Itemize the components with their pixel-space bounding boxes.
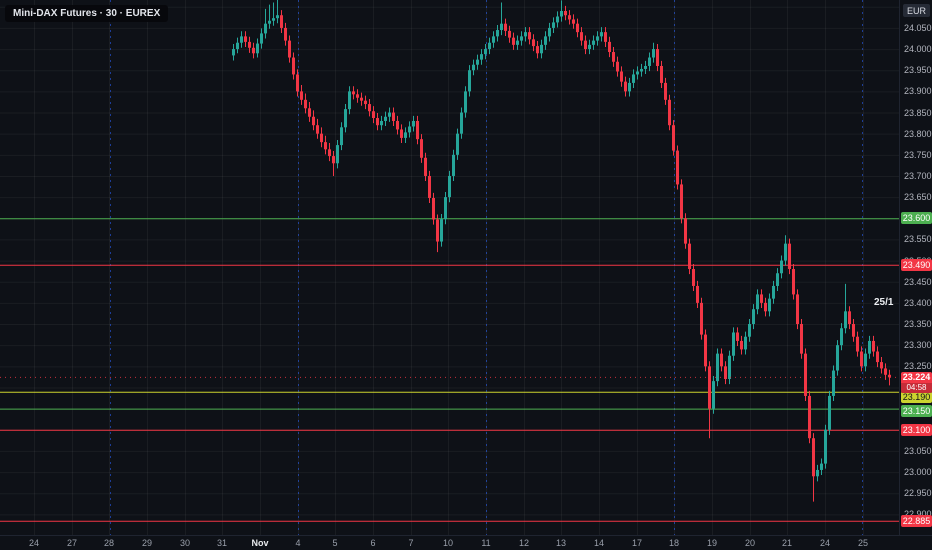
time-axis-label: 18: [668, 538, 680, 548]
price-axis-label: 23.000: [904, 467, 932, 478]
time-axis-label: Nov: [251, 538, 269, 548]
price-level-badge: 23.190: [901, 390, 932, 403]
price-axis-label: 23.700: [904, 170, 932, 181]
price-axis-label: 22.900: [904, 509, 932, 519]
price-level-badge: 23.100: [901, 423, 932, 436]
bar-countdown: 04:58: [901, 383, 932, 394]
time-axis-label: 29: [141, 538, 153, 548]
candlestick-chart[interactable]: [0, 0, 899, 535]
time-axis-label: 4: [295, 538, 301, 548]
price-level-badge: 23.150: [901, 404, 932, 417]
time-axis-label: 13: [555, 538, 567, 548]
time-axis-label: 12: [518, 538, 530, 548]
price-axis-label: 23.450: [904, 276, 932, 287]
time-axis-label: 31: [216, 538, 228, 548]
time-axis-label: 24: [28, 538, 40, 548]
price-axis-label: 23.550: [904, 234, 932, 245]
price-axis[interactable]: EUR 24.050 24.000 23.950 23.900 23.850 23.800…: [899, 0, 932, 550]
time-axis-label: 17: [631, 538, 643, 548]
price-axis-label: 23.900: [904, 86, 932, 97]
price-axis-label: 23.750: [904, 149, 932, 160]
time-axis-label: 30: [179, 538, 191, 548]
currency-badge: EUR: [903, 4, 930, 17]
symbol-title: Mini-DAX Futures · 30 · EUREX: [13, 8, 161, 19]
price-axis-label: 23.400: [904, 297, 932, 308]
time-axis-label: 10: [442, 538, 454, 548]
price-axis-label: 23.950: [904, 65, 932, 76]
price-axis-label: 23.350: [904, 319, 932, 330]
price-axis-label: 23.650: [904, 192, 932, 203]
time-axis-label: 7: [408, 538, 414, 548]
current-price-badge: 23.224 04:58: [901, 372, 932, 394]
time-axis[interactable]: 24 27 28 29 30 31 Nov 4 5 6 7 10 11 12 13 14 17 18 19 20 21 2…: [0, 535, 932, 550]
time-axis-label: 25: [857, 538, 869, 548]
chart-pane[interactable]: Mini-DAX Futures · 30 · EUREX 25/1: [0, 0, 899, 535]
current-price-value: 23.224: [902, 372, 931, 383]
price-level-badge: 22.885: [901, 514, 932, 527]
price-axis-label: 22.950: [904, 488, 932, 499]
symbol-legend[interactable]: Mini-DAX Futures · 30 · EUREX: [5, 5, 169, 22]
price-axis-label: 23.850: [904, 107, 932, 118]
price-level-badge: 23.600: [901, 212, 932, 225]
time-axis-label: 21: [781, 538, 793, 548]
time-axis-label: 27: [66, 538, 78, 548]
chart-annotation-label[interactable]: 25/1: [874, 297, 894, 308]
time-axis-label: 5: [332, 538, 338, 548]
price-level-badge: 23.490: [901, 258, 932, 271]
price-axis-label: 24.050: [904, 22, 932, 33]
time-axis-label: 20: [744, 538, 756, 548]
price-axis-label: 23.800: [904, 128, 932, 139]
price-axis-label: 24.000: [904, 44, 932, 55]
price-axis-label: 23.250: [904, 361, 932, 372]
price-axis-label: 23.050: [904, 445, 932, 456]
time-axis-label: 14: [593, 538, 605, 548]
price-axis-label: 23.300: [904, 340, 932, 351]
time-axis-label: 24: [819, 538, 831, 548]
time-axis-label: 6: [370, 538, 376, 548]
time-axis-label: 19: [706, 538, 718, 548]
time-axis-label: 11: [481, 538, 491, 548]
time-axis-label: 28: [103, 538, 115, 548]
